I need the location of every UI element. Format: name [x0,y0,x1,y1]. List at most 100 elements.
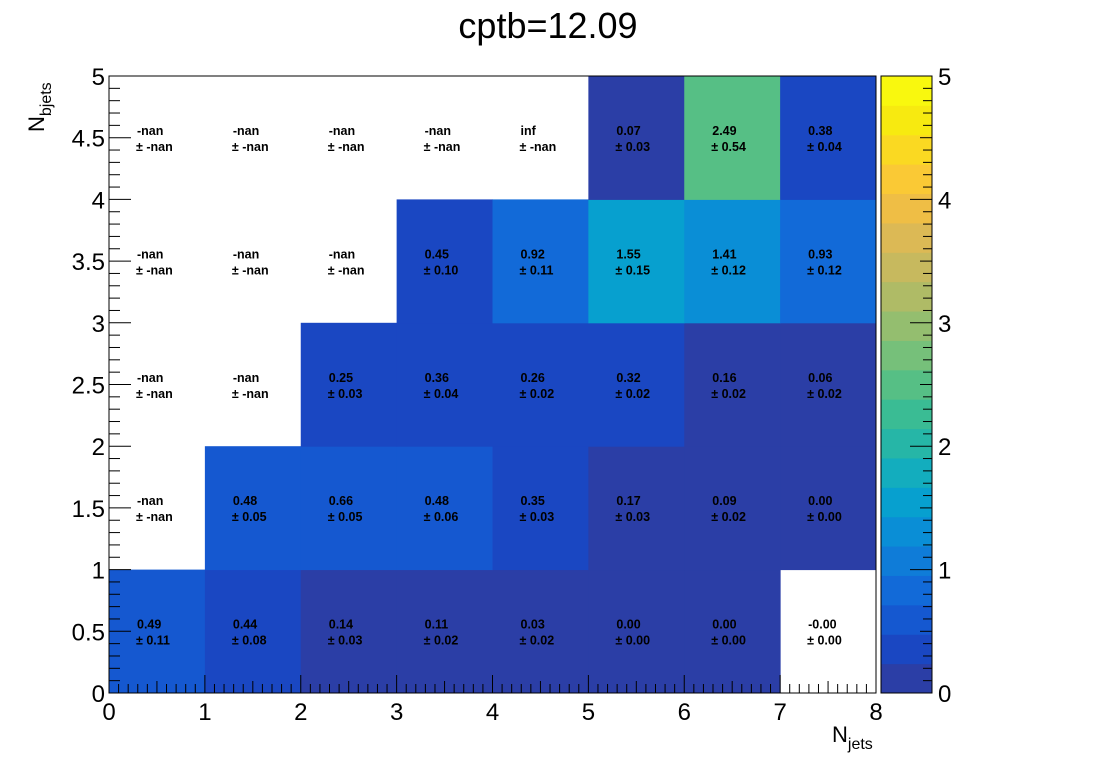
cell-value-label: -nan [233,247,259,261]
cell-error-label: ± 0.04 [807,140,842,154]
x-axis-title: Njets [832,722,873,753]
cell-error-label: ± 0.03 [328,634,363,648]
x-tick-label: 5 [582,699,595,726]
heatmap-cell [780,322,877,447]
cell-error-label: ± 0.02 [807,387,842,401]
colorbar-segment [881,281,932,312]
heatmap-cell [396,569,493,694]
cell-value-label: -nan [137,247,163,261]
cell-value-label: -nan [233,371,259,385]
x-tick-label: 1 [198,699,211,726]
x-tick-label: 3 [390,699,403,726]
cell-value-label: -nan [233,124,259,138]
colorbar-tick-label: 1 [938,558,951,585]
heatmap-cell [492,446,589,571]
cell-error-label: ± -nan [136,140,173,154]
y-axis-title: Nbjets [24,82,55,132]
colorbar-tick-label: 3 [938,311,951,338]
colorbar-segment [881,76,932,106]
heatmap-cell [588,569,685,694]
heatmap-cell [780,76,877,200]
cell-error-label: ± 0.12 [711,263,746,277]
heatmap-cell [492,569,589,694]
x-tick-label: 8 [869,699,882,726]
heatmap-cells [109,76,877,694]
colorbar-segment [881,516,932,547]
colorbar-segment [881,311,932,341]
colorbar: 0 1 2 3 4 5 [880,64,951,708]
heatmap-cell [396,322,493,447]
heatmap-cell [204,446,302,571]
cell-error-label: ± 0.08 [232,634,267,648]
cell-error-label: ± 0.11 [520,263,554,277]
cell-error-label: ± 0.15 [615,263,650,277]
cell-value-label: -0.00 [808,618,837,632]
cell-error-label: ± 0.05 [328,510,363,524]
x-axis-title-sub: jets [847,736,873,753]
colorbar-segment [881,604,932,635]
cell-value-label: 0.48 [425,494,449,508]
cell-error-label: ± 0.02 [711,510,746,524]
colorbar-segment [881,634,932,665]
cell-value-label: -nan [137,494,163,508]
heatmap-cell [204,569,302,694]
heatmap-cell [780,199,877,324]
cell-value-label: 0.25 [329,371,353,385]
x-tick-label: 6 [678,699,691,726]
cell-value-label: 0.16 [712,371,736,385]
heatmap-cell [588,199,685,324]
cell-error-label: ± -nan [136,387,173,401]
cell-value-label: 0.32 [616,371,640,385]
cell-value-label: 0.17 [616,494,640,508]
cell-error-label: ± 0.02 [424,634,459,648]
y-tick-label: 0.5 [72,619,105,646]
cell-error-label: ± -nan [328,263,365,277]
heatmap-cell [588,322,685,447]
colorbar-tick-label: 5 [938,64,951,91]
colorbar-tick-label: 2 [938,434,951,461]
cell-value-label: 0.14 [329,618,353,632]
cell-value-label: 0.09 [712,494,736,508]
cell-value-label: 0.03 [521,618,545,632]
cell-error-label: ± -nan [136,510,173,524]
y-tick-label: 3.5 [72,249,105,276]
cell-error-label: ± 0.05 [232,510,267,524]
chart-title: cptb=12.09 [458,5,637,46]
cell-value-label: 0.07 [616,124,640,138]
cell-value-label: -nan [329,124,355,138]
colorbar-segment [881,105,932,136]
heatmap-cell [588,76,685,200]
x-tick-label: 2 [294,699,307,726]
colorbar-segment [881,399,932,430]
cell-value-label: -nan [137,124,163,138]
heatmap-cell [684,76,781,200]
cell-value-label: 0.36 [425,371,449,385]
cell-error-label: ± 0.03 [328,387,363,401]
cell-error-label: ± 0.12 [807,263,842,277]
cell-error-label: ± 0.03 [615,510,650,524]
y-tick-label: 4.5 [72,126,105,153]
cell-error-label: ± 0.00 [807,510,842,524]
cell-value-label: 0.35 [521,494,545,508]
cell-error-label: ± -nan [136,263,173,277]
cell-labels: 0.49 ± 0.11 0.44 ± 0.08 0.14 ± 0.03 0.11 ± 0.02… [136,124,842,648]
y-axis: 0 0.5 1 1.5 2 2.5 3 3.5 4 4.5 5 [72,64,131,708]
heatmap-cell [300,322,398,447]
cell-error-label: ± -nan [424,140,461,154]
heatmap-cell [300,446,398,571]
cell-error-label: ± -nan [328,140,365,154]
cell-error-label: ± -nan [232,263,269,277]
cell-error-label: ± 0.02 [520,387,555,401]
heatmap-cell [780,446,877,571]
cell-value-label: 0.93 [808,247,832,261]
colorbar-segment [881,428,932,459]
cell-value-label: 0.92 [521,247,545,261]
colorbar-segment [881,222,932,253]
cell-error-label: ± 0.00 [807,634,842,648]
y-axis-title-main: N [24,116,49,132]
cell-error-label: ± -nan [232,387,269,401]
cell-error-label: ± 0.02 [615,387,650,401]
cell-error-label: ± 0.02 [711,387,746,401]
x-tick-label: 4 [486,699,499,726]
